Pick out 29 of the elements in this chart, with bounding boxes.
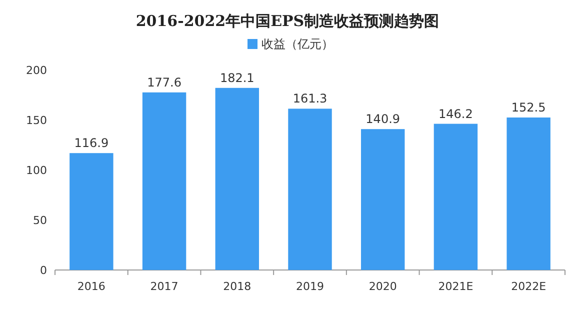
y-tick-label: 0 [40,264,47,277]
x-tick-label: 2016 [77,280,106,293]
x-tick-label: 2019 [296,280,324,293]
y-tick-label: 150 [26,114,47,127]
data-label: 140.9 [366,112,400,126]
x-tick-label: 2020 [368,280,397,293]
bar [434,124,478,270]
x-tick-label: 2018 [223,280,252,293]
legend-label: 收益（亿元） [262,37,334,51]
x-tick-label: 2021E [438,280,474,293]
bar [70,153,114,270]
y-tick-label: 200 [26,64,47,77]
bar [142,92,186,270]
x-tick-label: 2022E [511,280,546,293]
y-tick-label: 50 [33,214,47,227]
data-label: 161.3 [292,92,328,106]
bar [288,108,332,270]
bar [361,129,405,270]
data-label: 116.9 [74,136,109,150]
bar [506,118,550,270]
y-tick-label: 100 [26,164,47,177]
chart-title: 2016-2022年中国EPS制造收益预测趋势图 [136,12,440,30]
data-label: 146.2 [438,106,473,121]
data-label: 177.6 [147,75,182,90]
data-label: 182.1 [220,70,254,85]
bar [215,88,259,270]
x-tick-label: 2017 [150,280,178,293]
data-label: 152.5 [511,100,546,114]
legend: 收益（亿元） [248,37,334,51]
